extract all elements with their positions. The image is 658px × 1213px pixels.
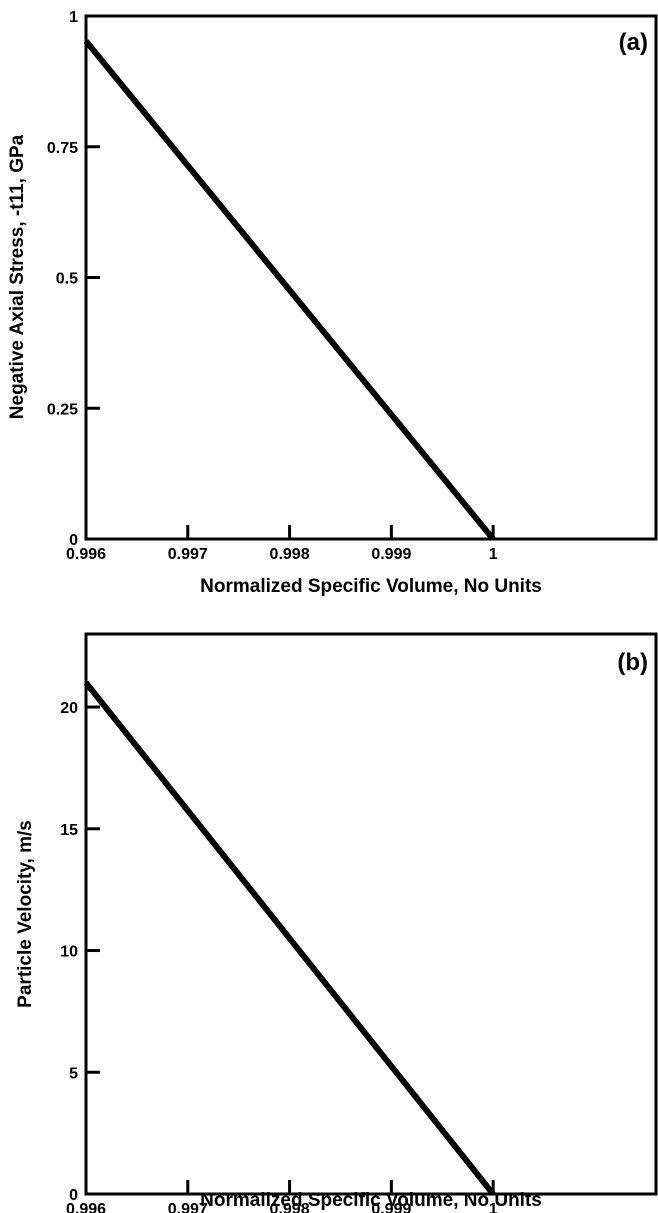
y-ticks: 0 5 10 15 20 <box>60 700 100 1204</box>
x-ticks: 0.996 0.997 0.998 0.999 1 <box>66 525 498 563</box>
y-tick-label: 0 <box>69 1187 78 1204</box>
x-tick-label: 0.998 <box>270 1201 310 1213</box>
series-line <box>83 39 496 541</box>
series-line <box>83 680 496 1196</box>
x-axis-label: Normalized Specific Volume, No Units <box>200 576 542 597</box>
y-tick-label: 10 <box>60 944 78 961</box>
x-tick-label: 0.999 <box>371 546 411 563</box>
x-ticks: 0.996 0.997 0.998 0.999 1 <box>66 1180 498 1213</box>
y-tick-label: 0.5 <box>56 271 78 288</box>
x-tick-label: 1 <box>489 546 498 563</box>
plot-frame <box>84 14 658 541</box>
chart-panel-a: 0.996 0.997 0.998 0.999 1 00.250.50.751 (a) … <box>7 9 658 597</box>
x-axis-label: Normalized Specific Volume, No Units <box>200 1190 542 1211</box>
x-tick-label: 0.998 <box>270 546 310 563</box>
x-tick-label: 0.996 <box>66 546 106 563</box>
chart-panel-b: 0.996 0.997 0.998 0.999 1 0 5 10 15 20 (b) Norma… <box>15 632 658 1213</box>
x-tick-label: 0.996 <box>66 1201 106 1213</box>
y-axis-label: Negative Axial Stress, -t11, GPa <box>7 134 28 419</box>
x-tick-label: 0.997 <box>168 1201 208 1213</box>
plot-frame <box>84 632 658 1196</box>
y-tick-label: 15 <box>60 822 78 839</box>
y-tick-label: 20 <box>60 700 78 717</box>
panel-label: (b) <box>617 649 648 676</box>
y-tick-label: 0.25 <box>47 401 78 418</box>
y-tick-label: 0 <box>69 532 78 549</box>
y-axis-label: Particle Velocity, m/s <box>15 820 36 1008</box>
panel-label: (a) <box>619 29 648 56</box>
y-tick-label: 0.75 <box>47 140 78 157</box>
x-tick-label: 0.997 <box>168 546 208 563</box>
y-tick-label: 5 <box>69 1065 78 1082</box>
series-group <box>83 39 496 541</box>
x-tick-label: 1 <box>489 1201 498 1213</box>
series-group <box>83 680 496 1196</box>
x-tick-label: 0.999 <box>371 1201 411 1213</box>
y-tick-label: 1 <box>69 9 78 26</box>
y-ticks: 0 0.25 0.5 0.75 1 <box>47 9 100 549</box>
